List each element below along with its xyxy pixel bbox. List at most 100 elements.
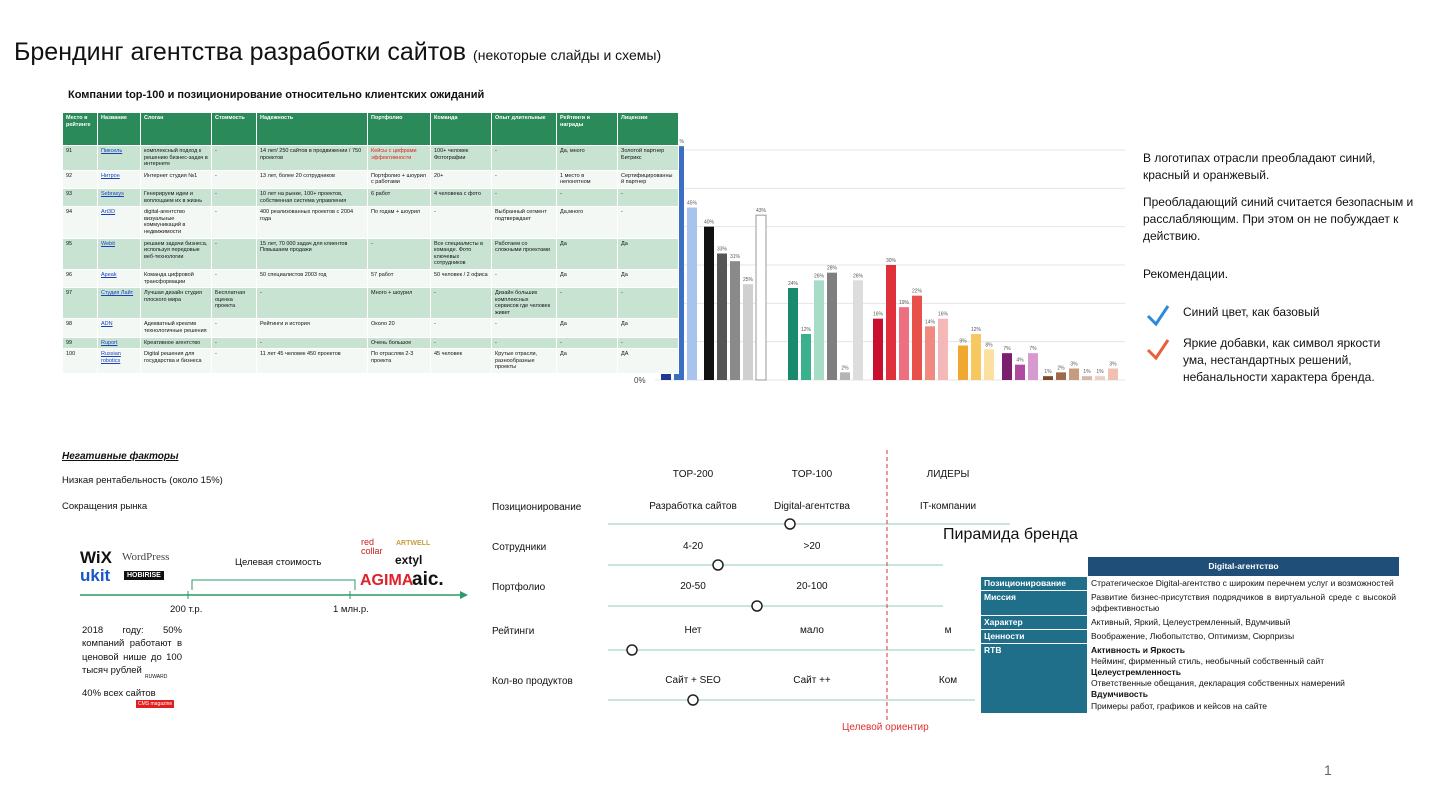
- table-cell: 4 человека с фото: [430, 187, 492, 208]
- table-cell: Много + шоурил: [367, 287, 431, 320]
- value-label: 2%: [841, 365, 849, 371]
- value-label: 7%: [1029, 346, 1037, 352]
- bar: [687, 207, 697, 380]
- target-price: Целевая стоимость: [235, 557, 322, 568]
- table-cell: Лучшая дизайн студия плоского мира: [140, 287, 212, 320]
- table-cell: 15 лет, 70 000 задач для клиентов Повыша…: [256, 237, 368, 270]
- timeline-arrow: [460, 591, 468, 599]
- price-bracket: [191, 579, 356, 590]
- table-cell: -: [617, 187, 679, 208]
- face-icons: [626, 518, 796, 706]
- bar: [1082, 376, 1092, 380]
- table-cell: -: [556, 187, 618, 208]
- value-label: 14%: [925, 319, 936, 325]
- title: Брендинг агентства разработки сайтов: [14, 38, 467, 66]
- table-cell: Да: [617, 318, 679, 338]
- row-label: Позиционирование: [492, 502, 582, 513]
- table-cell: -: [256, 336, 368, 350]
- header-cell: Лицензии: [617, 112, 679, 146]
- value-label: 1%: [1096, 369, 1104, 375]
- face-icon: [751, 600, 763, 612]
- bar: [971, 334, 981, 380]
- note: В логотипах отрасли преобладают синий, к…: [1143, 151, 1376, 182]
- header-cell: Команда: [430, 112, 492, 146]
- value-label: 24%: [788, 281, 799, 287]
- pyramid-table: Digital-агентство Позиционирование Стратег…: [980, 555, 1400, 714]
- logo: WiX: [80, 548, 112, 567]
- check-blue: [1146, 305, 1170, 327]
- bar: [1015, 364, 1025, 380]
- title-line: Брендинг агентства разработки сайтов (не…: [14, 38, 661, 67]
- price-mark: 1 млн.р.: [333, 604, 369, 615]
- table-row: 95 Webit решаем задачи бизнеса, используя …: [62, 237, 679, 270]
- table-row: 98 ADN Адекватный креатив технологичные ре…: [62, 318, 679, 338]
- pyramid-cell: Развитие бизнес-присутствия подрядчиков …: [1087, 590, 1400, 617]
- header-cell: Портфолио: [367, 112, 431, 146]
- companies-table: Место в рейтинге Название Слоган Стоимость Н…: [62, 112, 679, 375]
- table-cell: комплексный подход к решению бизнес-зада…: [140, 145, 212, 171]
- bar: [1108, 368, 1118, 380]
- value-label: 26%: [814, 273, 825, 279]
- value-label: 31%: [730, 254, 741, 260]
- table-cell: 92: [62, 169, 98, 189]
- value-label: 1%: [1044, 369, 1052, 375]
- logo: HOBIRISE: [124, 571, 164, 580]
- table-cell: -: [617, 287, 679, 320]
- header-row: Место в рейтинге Название Слоган Стоимость Н…: [62, 112, 679, 146]
- bar: [925, 326, 935, 380]
- table-cell: Russian robotics: [97, 348, 141, 375]
- table-cell: Да,много: [556, 206, 618, 239]
- table-cell: -: [617, 206, 679, 239]
- table-cell: Очень большое: [367, 336, 431, 350]
- logo: ukit: [80, 566, 111, 585]
- bar: [814, 280, 824, 380]
- table-cell: Нитрон: [97, 169, 141, 189]
- value-label: 2%: [1057, 365, 1065, 371]
- cell-value: мало: [800, 625, 824, 636]
- table-cell: -: [491, 268, 557, 289]
- table-cell: ADN: [97, 318, 141, 338]
- table-cell: -: [211, 237, 257, 270]
- cell-value: Разработка сайтов: [649, 501, 737, 512]
- bar: [674, 146, 684, 380]
- target-label: Целевой ориентир: [842, 722, 929, 733]
- table-cell: 11 лет 45 человек 450 проектов: [256, 348, 368, 375]
- table-cell: 1 место в непонятном: [556, 169, 618, 189]
- table-cell: -: [491, 145, 557, 171]
- value-label: 16%: [938, 312, 949, 318]
- header-cell: Надежность: [256, 112, 368, 146]
- bar: [938, 318, 948, 380]
- table-cell: Интернет студия №1: [140, 169, 212, 189]
- table-cell: 10 лет на рынке, 100+ проектов, собствен…: [256, 187, 368, 208]
- table-cell: 97: [62, 287, 98, 320]
- pyramid-cell: Стратегическое Digital-агентство с широк…: [1087, 576, 1400, 592]
- bar: [743, 284, 753, 380]
- column-header: TOP-100: [791, 469, 833, 480]
- bar: [840, 372, 850, 380]
- table-cell: Да: [617, 237, 679, 270]
- header-cell: Название: [97, 112, 141, 146]
- value-label: 30%: [886, 258, 897, 264]
- bar: [1028, 353, 1038, 380]
- header-cell: Стоимость: [211, 112, 257, 146]
- table-cell: Ruport: [97, 336, 141, 350]
- stat-source: RUWARD: [145, 674, 168, 680]
- share: 40% всех сайтов: [82, 688, 156, 699]
- table-cell: Webit: [97, 237, 141, 270]
- table-cell: Digital решения для государства и бизнес…: [140, 348, 212, 375]
- bar: [704, 226, 714, 380]
- table-row: 97 Студия Лайт Лучшая дизайн студия плоско…: [62, 287, 679, 320]
- pyramid-cell: Активность и Яркость Нейминг, фирменный с…: [1087, 643, 1400, 714]
- cell-value: IT-компании: [919, 501, 977, 512]
- share-source: CMS magazine: [136, 700, 175, 708]
- table-row: 94 Art3D digital-агентство визуальные комм…: [62, 206, 679, 239]
- table-cell: 96: [62, 268, 98, 289]
- table-cell: 20+: [430, 169, 492, 189]
- bar: [755, 214, 767, 381]
- value-label: 45%: [687, 201, 698, 207]
- logo: WordPress: [122, 551, 170, 563]
- bar: [1095, 376, 1105, 380]
- table-cell: Адекватный креатив технологичные решения: [140, 318, 212, 338]
- factor: Низкая рентабельность (около 15%): [62, 475, 223, 486]
